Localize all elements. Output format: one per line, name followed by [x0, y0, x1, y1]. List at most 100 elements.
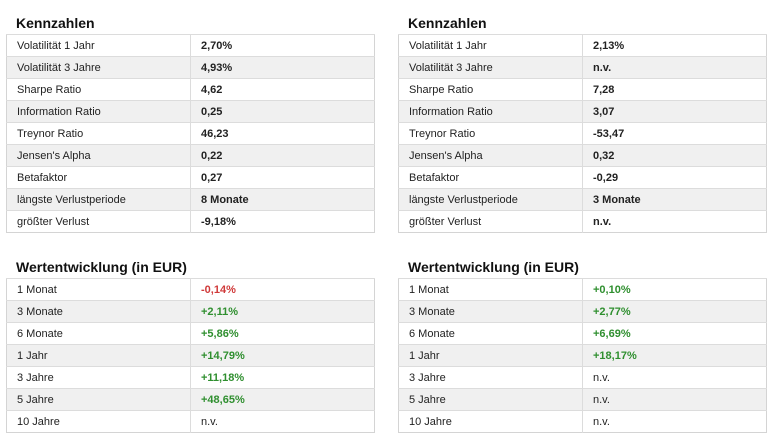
row-value: 0,32: [582, 144, 767, 167]
table-row: 10 Jahre n.v.: [6, 410, 375, 433]
wertentwicklung-table-left: 1 Monat -0,14% 3 Monate +2,11% 6 Monate +5,86…: [6, 278, 375, 433]
row-label: 3 Monate: [398, 300, 583, 323]
row-label: 10 Jahre: [398, 410, 583, 433]
kennzahlen-panel-right: Kennzahlen Volatilität 1 Jahr 2,13% Volati…: [398, 8, 767, 233]
row-value: +18,17%: [582, 344, 767, 367]
row-label: 1 Monat: [398, 278, 583, 301]
row-label: 5 Jahre: [6, 388, 191, 411]
row-value: +6,69%: [582, 322, 767, 345]
table-row: 6 Monate +6,69%: [398, 322, 767, 345]
row-value: 0,22: [190, 144, 375, 167]
wertentwicklung-panel-right: Wertentwicklung (in EUR) 1 Monat +0,10% 3 …: [398, 252, 767, 433]
row-value: 0,25: [190, 100, 375, 123]
row-label: Treynor Ratio: [6, 122, 191, 145]
row-label: 3 Jahre: [398, 366, 583, 389]
table-row: 1 Monat +0,10%: [398, 278, 767, 301]
table-row: 3 Jahre n.v.: [398, 366, 767, 389]
row-value: 0,27: [190, 166, 375, 189]
row-label: 6 Monate: [398, 322, 583, 345]
row-value: n.v.: [582, 56, 767, 79]
row-label: längste Verlustperiode: [6, 188, 191, 211]
row-label: Betafaktor: [398, 166, 583, 189]
table-row: 1 Monat -0,14%: [6, 278, 375, 301]
wertentwicklung-panel-left: Wertentwicklung (in EUR) 1 Monat -0,14% 3 …: [6, 252, 375, 433]
row-value: +2,77%: [582, 300, 767, 323]
table-row: größter Verlust n.v.: [398, 210, 767, 233]
section-title: Wertentwicklung (in EUR): [16, 259, 187, 275]
wertentwicklung-table-right: 1 Monat +0,10% 3 Monate +2,77% 6 Monate +6,69…: [398, 278, 767, 433]
row-label: Sharpe Ratio: [398, 78, 583, 101]
row-label: Volatilität 1 Jahr: [6, 34, 191, 57]
row-value: 3,07: [582, 100, 767, 123]
row-label: Sharpe Ratio: [6, 78, 191, 101]
row-label: 10 Jahre: [6, 410, 191, 433]
row-label: Betafaktor: [6, 166, 191, 189]
table-row: Treynor Ratio -53,47: [398, 122, 767, 145]
row-label: Jensen's Alpha: [6, 144, 191, 167]
row-value: -9,18%: [190, 210, 375, 233]
kennzahlen-panel-left: Kennzahlen Volatilität 1 Jahr 2,70% Volati…: [6, 8, 375, 233]
row-label: 6 Monate: [6, 322, 191, 345]
row-value: 4,93%: [190, 56, 375, 79]
table-row: Volatilität 1 Jahr 2,70%: [6, 34, 375, 57]
row-value: n.v.: [582, 210, 767, 233]
row-value: -0,29: [582, 166, 767, 189]
row-value: +11,18%: [190, 366, 375, 389]
table-row: 6 Monate +5,86%: [6, 322, 375, 345]
row-label: längste Verlustperiode: [398, 188, 583, 211]
table-row: 5 Jahre n.v.: [398, 388, 767, 411]
row-label: Jensen's Alpha: [398, 144, 583, 167]
row-value: 4,62: [190, 78, 375, 101]
table-row: Jensen's Alpha 0,32: [398, 144, 767, 167]
row-value: +0,10%: [582, 278, 767, 301]
table-row: größter Verlust -9,18%: [6, 210, 375, 233]
table-row: 5 Jahre +48,65%: [6, 388, 375, 411]
table-row: 3 Monate +2,77%: [398, 300, 767, 323]
row-label: Volatilität 3 Jahre: [6, 56, 191, 79]
table-row: Volatilität 1 Jahr 2,13%: [398, 34, 767, 57]
row-value: 7,28: [582, 78, 767, 101]
row-value: n.v.: [190, 410, 375, 433]
row-label: Information Ratio: [398, 100, 583, 123]
row-label: größter Verlust: [398, 210, 583, 233]
table-row: 3 Jahre +11,18%: [6, 366, 375, 389]
table-row: 1 Jahr +14,79%: [6, 344, 375, 367]
row-label: 3 Monate: [6, 300, 191, 323]
row-label: größter Verlust: [6, 210, 191, 233]
row-label: 3 Jahre: [6, 366, 191, 389]
table-row: Treynor Ratio 46,23: [6, 122, 375, 145]
row-value: -53,47: [582, 122, 767, 145]
row-label: 5 Jahre: [398, 388, 583, 411]
row-value: 46,23: [190, 122, 375, 145]
table-row: Volatilität 3 Jahre 4,93%: [6, 56, 375, 79]
section-title: Wertentwicklung (in EUR): [408, 259, 579, 275]
row-label: 1 Jahr: [6, 344, 191, 367]
table-row: Information Ratio 0,25: [6, 100, 375, 123]
table-row: 3 Monate +2,11%: [6, 300, 375, 323]
row-value: n.v.: [582, 388, 767, 411]
section-title: Kennzahlen: [408, 15, 487, 31]
row-value: 2,70%: [190, 34, 375, 57]
row-label: 1 Monat: [6, 278, 191, 301]
row-value: 8 Monate: [190, 188, 375, 211]
table-row: 10 Jahre n.v.: [398, 410, 767, 433]
row-value: 3 Monate: [582, 188, 767, 211]
table-row: 1 Jahr +18,17%: [398, 344, 767, 367]
row-value: n.v.: [582, 366, 767, 389]
table-row: Sharpe Ratio 4,62: [6, 78, 375, 101]
row-value: +48,65%: [190, 388, 375, 411]
kennzahlen-table-right: Volatilität 1 Jahr 2,13% Volatilität 3 Jah…: [398, 34, 767, 233]
section-title: Kennzahlen: [16, 15, 95, 31]
row-value: +2,11%: [190, 300, 375, 323]
table-row: Sharpe Ratio 7,28: [398, 78, 767, 101]
row-label: Treynor Ratio: [398, 122, 583, 145]
row-value: +5,86%: [190, 322, 375, 345]
row-value: n.v.: [582, 410, 767, 433]
kennzahlen-table-left: Volatilität 1 Jahr 2,70% Volatilität 3 Jah…: [6, 34, 375, 233]
row-value: -0,14%: [190, 278, 375, 301]
table-row: längste Verlustperiode 3 Monate: [398, 188, 767, 211]
table-row: Information Ratio 3,07: [398, 100, 767, 123]
row-value: +14,79%: [190, 344, 375, 367]
table-row: Betafaktor 0,27: [6, 166, 375, 189]
row-label: 1 Jahr: [398, 344, 583, 367]
